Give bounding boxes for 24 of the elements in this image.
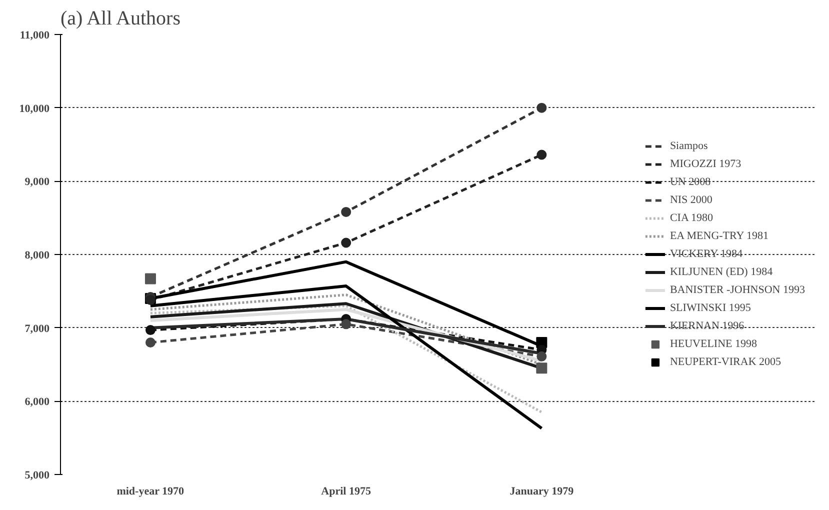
legend-label: Siampos [670, 139, 708, 154]
legend-label: BANISTER -JOHNSON 1993 [670, 283, 805, 298]
x-tick-label: January 1979 [510, 486, 574, 498]
y-tick-label: 6,000 [24, 396, 50, 408]
x-tick-label: April 1975 [321, 486, 372, 498]
legend-label: VICKERY 1984 [670, 247, 743, 262]
y-tick-label: 9,000 [24, 176, 50, 188]
y-tick-label: 7,000 [24, 322, 50, 335]
legend-label: UN 2008 [670, 175, 711, 190]
legend-label: KILJUNEN (ED) 1984 [670, 265, 773, 280]
y-tick-label: 5,000 [24, 470, 50, 482]
legend-label: SLIWINSKI 1995 [670, 301, 751, 316]
y-tick-label: 8,000 [24, 250, 50, 262]
chart-title: (a) All Authors [60, 8, 181, 30]
legend-label: NEUPERT-VIRAK 2005 [670, 355, 782, 370]
legend-label: NIS 2000 [670, 193, 712, 208]
legend-label: MIGOZZI 1973 [670, 157, 742, 172]
x-tick-label: mid-year 1970 [116, 486, 185, 498]
legend-label: CIA 1980 [670, 211, 714, 226]
y-tick-label: 10,000 [19, 102, 50, 115]
y-tick-label: 11,000 [20, 30, 50, 42]
legend-label: HEUVELINE 1998 [670, 337, 758, 352]
legend-label: EA MENG-TRY 1981 [670, 229, 769, 244]
legend-label: KIERNAN 1996 [670, 319, 744, 334]
